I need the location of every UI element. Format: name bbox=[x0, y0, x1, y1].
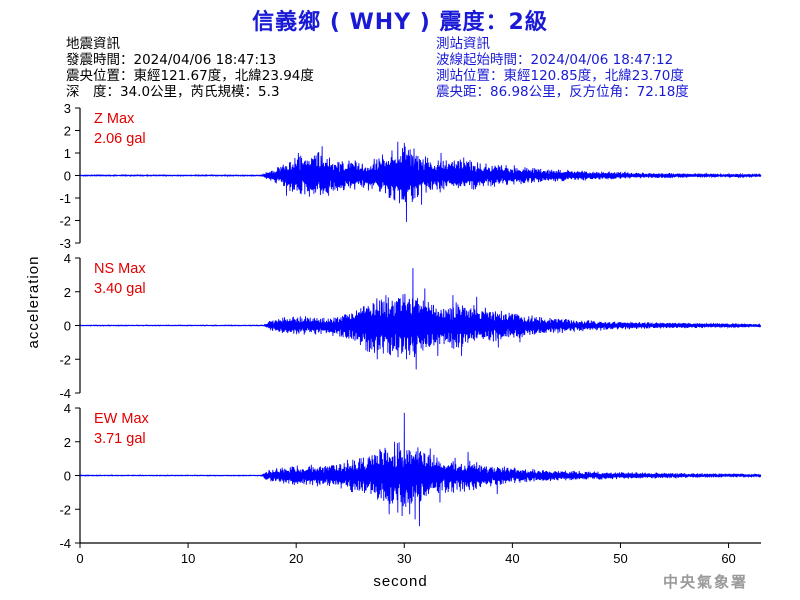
z-y-tick-label: 0 bbox=[64, 169, 71, 184]
y-axis-label: acceleration bbox=[25, 256, 42, 349]
station-info-header: 測站資訊 bbox=[436, 36, 490, 52]
ns-y-tick-label: 4 bbox=[64, 251, 71, 266]
station-info: 測站資訊 波線起始時間：2024/04/06 18:47:12 測站位置：東經1… bbox=[436, 36, 689, 100]
z-y-tick-label: 1 bbox=[64, 146, 71, 161]
z-y-tick-label: 2 bbox=[64, 124, 71, 139]
wave-start-time: 波線起始時間：2024/04/06 18:47:12 bbox=[436, 52, 674, 68]
ew-y-tick-label: 0 bbox=[64, 469, 71, 484]
z-y-tick-label: -1 bbox=[59, 191, 71, 206]
ew-max-value: 3.71 gal bbox=[94, 431, 146, 447]
origin-time: 發震時間：2024/04/06 18:47:13 bbox=[66, 52, 277, 68]
x-tick-label: 30 bbox=[397, 551, 411, 566]
ew-y-tick-label: -2 bbox=[59, 502, 71, 517]
x-axis-label: second bbox=[373, 573, 427, 590]
ns-max-label: NS Max bbox=[94, 261, 146, 277]
z-y-tick-label: -2 bbox=[59, 214, 71, 229]
z-y-tick-label: 3 bbox=[64, 101, 71, 116]
depth-magnitude: 深 度：34.0公里，芮氏規模：5.3 bbox=[66, 84, 280, 100]
ns-max-value: 3.40 gal bbox=[94, 281, 146, 297]
z-y-tick-label: -3 bbox=[59, 236, 71, 251]
x-tick-label: 10 bbox=[181, 551, 195, 566]
ew-y-tick-label: -4 bbox=[59, 536, 71, 551]
agency-logo: 中央氣象署 bbox=[662, 573, 748, 591]
earthquake-info: 地震資訊 發震時間：2024/04/06 18:47:13 震央位置：東經121… bbox=[66, 36, 314, 100]
z-max-value: 2.06 gal bbox=[94, 131, 146, 147]
z-waveform-line bbox=[79, 141, 762, 222]
station-location: 測站位置：東經120.85度，北緯23.70度 bbox=[436, 68, 684, 84]
z-max-label: Z Max bbox=[94, 111, 135, 127]
ns-y-tick-label: 2 bbox=[64, 285, 71, 300]
ns-y-tick-label: -2 bbox=[59, 352, 71, 367]
ew-y-tick-label: 2 bbox=[64, 435, 71, 450]
epicenter-location: 震央位置：東經121.67度，北緯23.94度 bbox=[66, 68, 314, 84]
ew-max-label: EW Max bbox=[94, 411, 150, 427]
x-tick-label: 0 bbox=[76, 551, 83, 566]
epicentral-distance: 震央距：86.98公里，反方位角：72.18度 bbox=[436, 84, 689, 100]
x-tick-label: 50 bbox=[613, 551, 627, 566]
ns-waveform-line bbox=[79, 268, 762, 370]
ns-y-tick-label: 0 bbox=[64, 319, 71, 334]
ew-waveform-line bbox=[79, 412, 762, 527]
ns-y-tick-label: -4 bbox=[59, 386, 71, 401]
x-tick-label: 20 bbox=[289, 551, 303, 566]
page-title: 信義鄉 ( WHY ) 震度：2級 bbox=[252, 10, 548, 35]
x-tick-label: 40 bbox=[505, 551, 519, 566]
earthquake-info-header: 地震資訊 bbox=[66, 36, 120, 52]
ew-y-tick-label: 4 bbox=[64, 401, 71, 416]
x-tick-label: 60 bbox=[721, 551, 735, 566]
